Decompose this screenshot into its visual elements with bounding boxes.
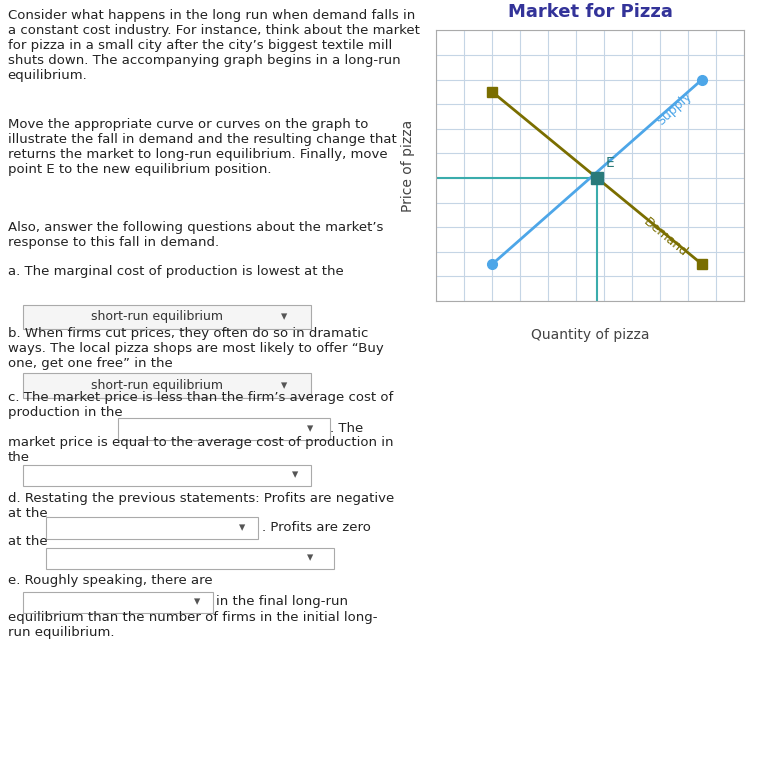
Text: b. When firms cut prices, they often do so in dramatic
ways. The local pizza sho: b. When firms cut prices, they often do … <box>8 327 383 370</box>
Text: e. Roughly speaking, there are: e. Roughly speaking, there are <box>8 574 213 587</box>
Text: at the: at the <box>8 535 47 548</box>
Text: equilibrium than the number of firms in the initial long-
run equilibrium.: equilibrium than the number of firms in … <box>8 611 377 639</box>
Text: Move the appropriate curve or curves on the graph to
illustrate the fall in dema: Move the appropriate curve or curves on … <box>8 118 396 176</box>
Text: Price of pizza: Price of pizza <box>401 120 414 212</box>
Text: ▾: ▾ <box>281 379 287 392</box>
Text: ▾: ▾ <box>307 421 313 435</box>
Text: ▾: ▾ <box>239 520 245 534</box>
Text: short-run equilibrium: short-run equilibrium <box>91 379 223 392</box>
Text: a. The marginal cost of production is lowest at the: a. The marginal cost of production is lo… <box>8 265 343 278</box>
Text: market price is equal to the average cost of production in
the: market price is equal to the average cos… <box>8 436 393 464</box>
Text: Market for Pizza: Market for Pizza <box>508 3 672 21</box>
Text: . Profits are zero: . Profits are zero <box>262 520 370 534</box>
Text: Consider what happens in the long run when demand falls in
a constant cost indus: Consider what happens in the long run wh… <box>8 9 420 82</box>
Text: ▾: ▾ <box>194 595 200 609</box>
Text: Supply: Supply <box>654 90 694 129</box>
Text: ▾: ▾ <box>292 468 298 482</box>
Text: Also, answer the following questions about the market’s
response to this fall in: Also, answer the following questions abo… <box>8 221 383 249</box>
Text: short-run equilibrium: short-run equilibrium <box>91 310 223 324</box>
Text: Quantity of pizza: Quantity of pizza <box>531 328 650 341</box>
Text: in the final long-run: in the final long-run <box>216 595 348 609</box>
Text: Demand: Demand <box>641 215 690 259</box>
Text: E: E <box>606 156 614 170</box>
Text: . The: . The <box>330 421 364 435</box>
Text: c. The market price is less than the firm’s average cost of
production in the: c. The market price is less than the fir… <box>8 391 393 419</box>
Text: d. Restating the previous statements: Profits are negative
at the: d. Restating the previous statements: Pr… <box>8 492 394 520</box>
Text: ▾: ▾ <box>281 310 287 324</box>
Text: ▾: ▾ <box>307 551 313 565</box>
